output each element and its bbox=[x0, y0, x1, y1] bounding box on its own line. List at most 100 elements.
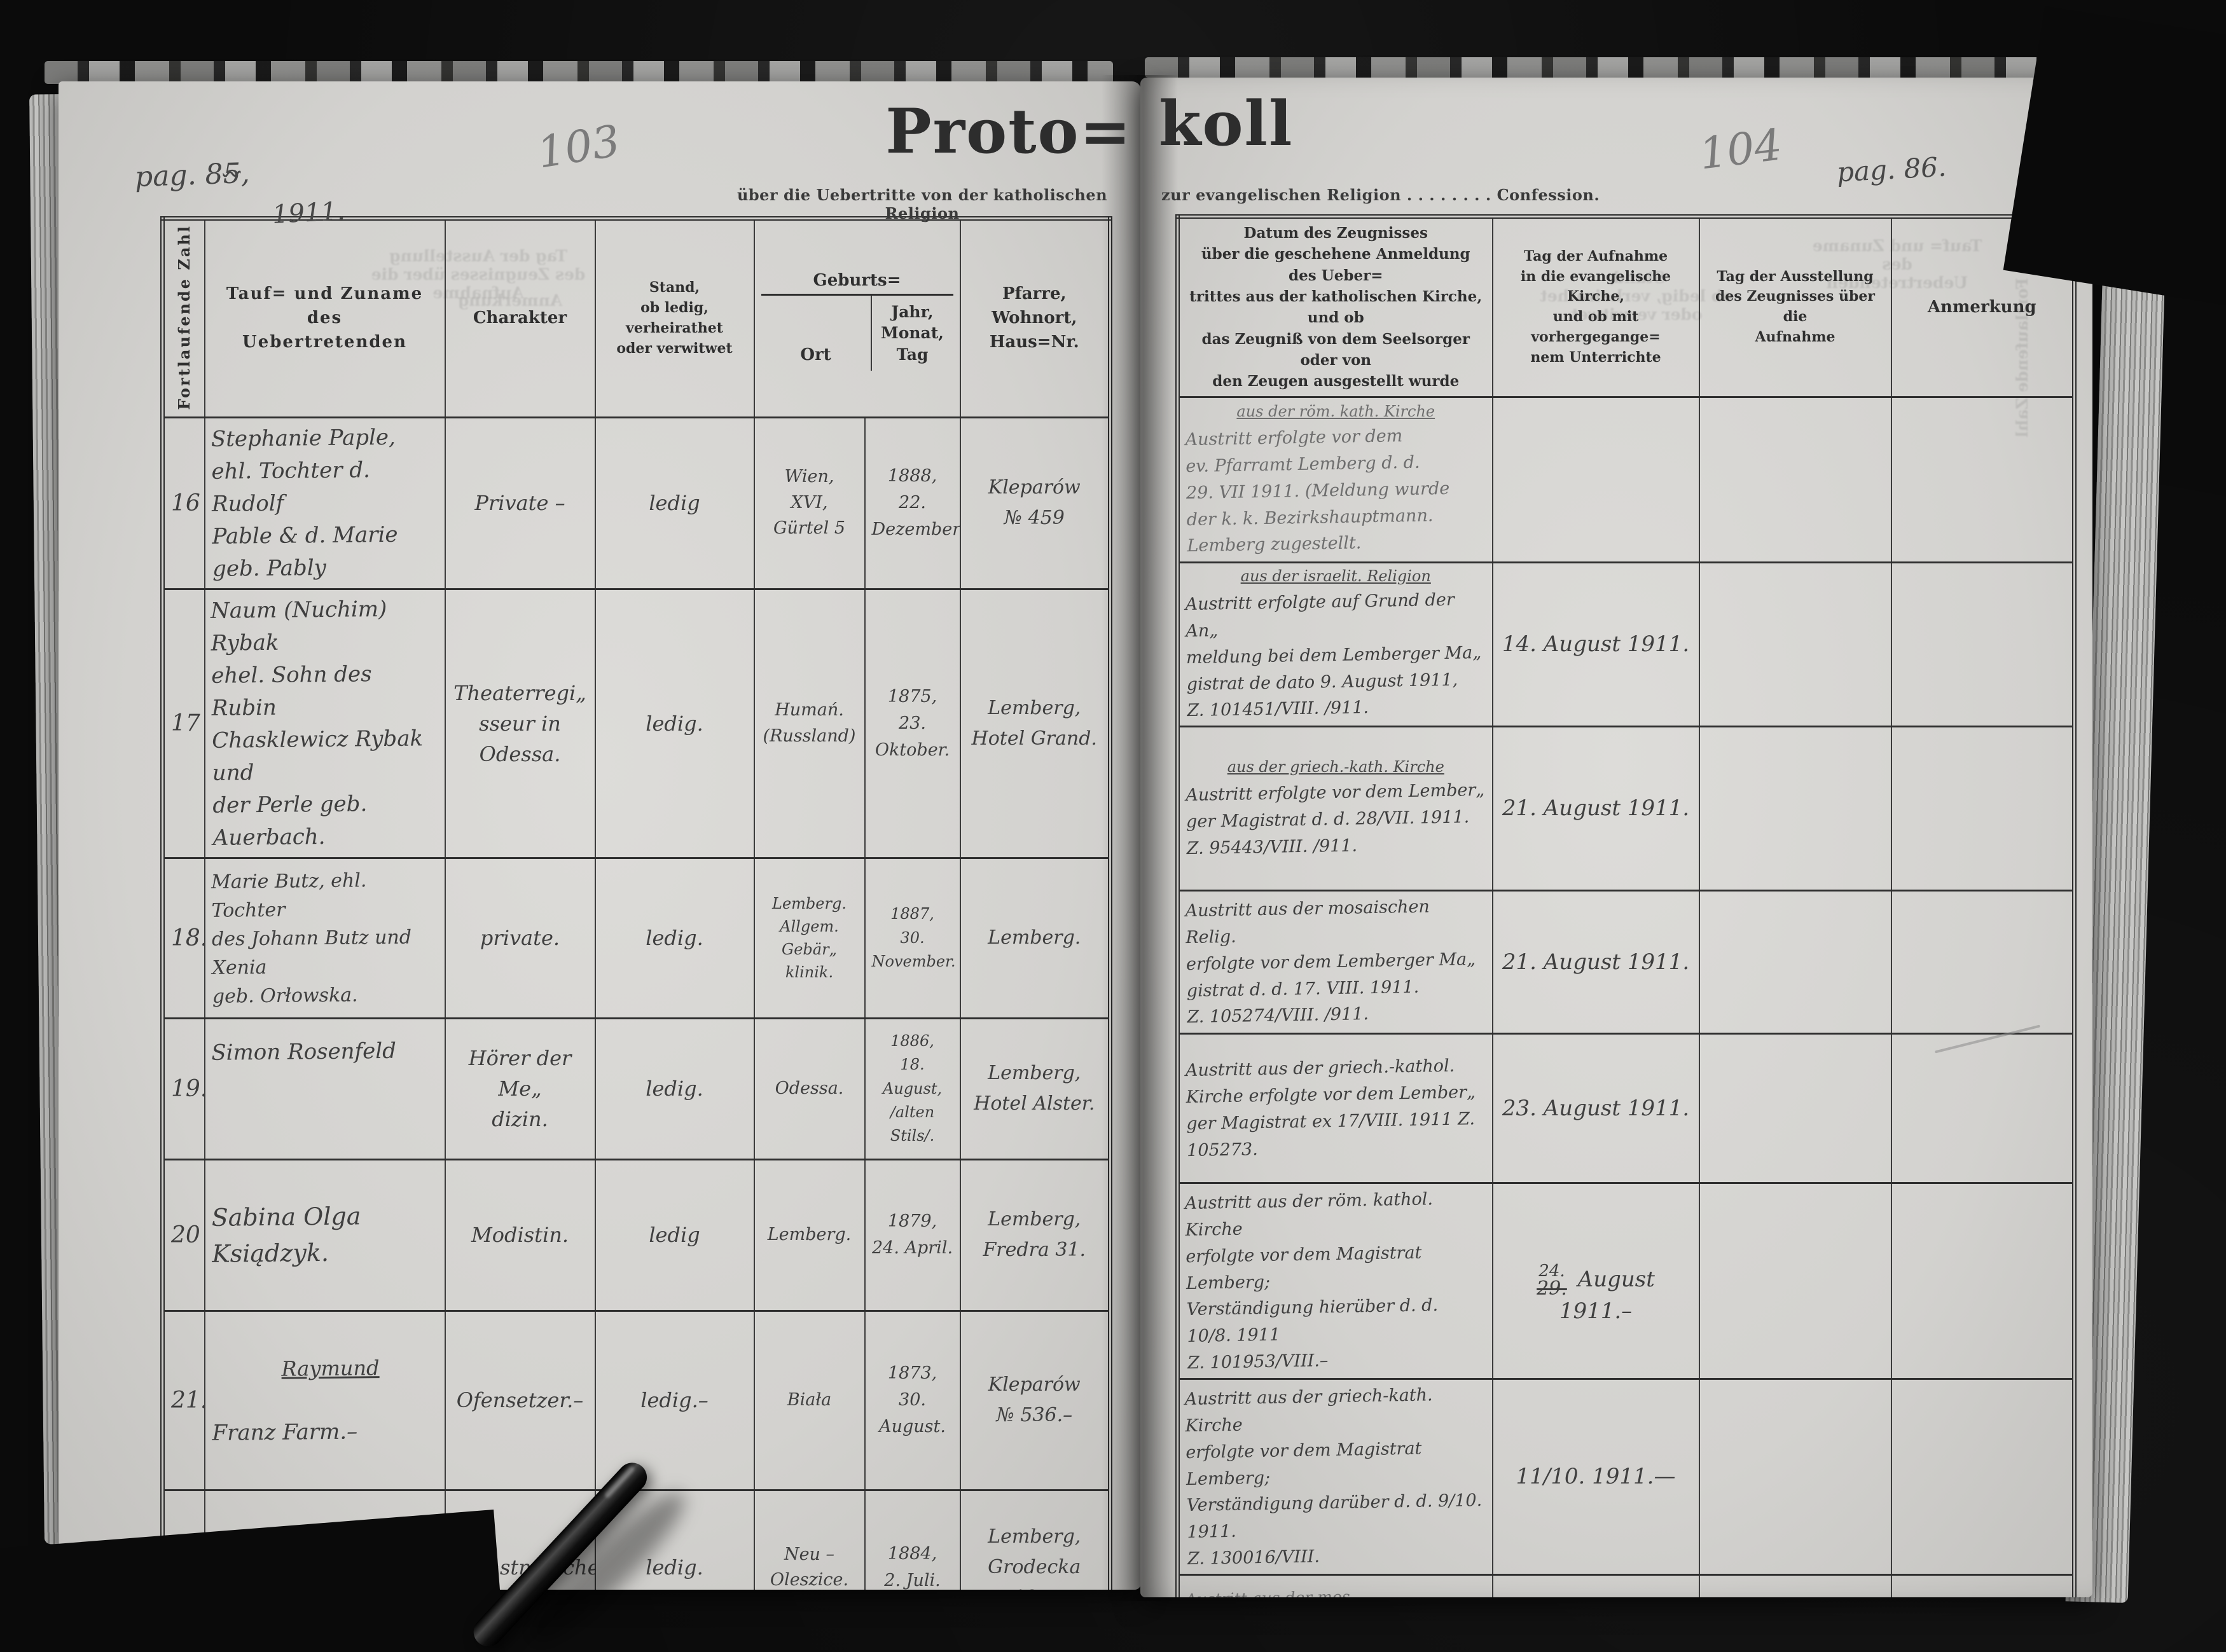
cell-anmerkung bbox=[1890, 1182, 2075, 1380]
cell-geburtsort: Odessa. bbox=[753, 1017, 866, 1160]
cell-name: Simon Rosenfeld bbox=[204, 1017, 446, 1161]
table-row-23-right: Austritt aus der mos. Religion erfolgte … bbox=[1177, 1574, 2075, 1597]
name-main-line: Franz Farm.– bbox=[211, 1419, 357, 1446]
inserted-name: Raymund bbox=[280, 1355, 380, 1381]
cell-zeugnis: aus der röm. kath. Kirche Austritt erfol… bbox=[1177, 396, 1493, 563]
cell-zeugnis: Austritt aus der röm. kathol. Kirche erf… bbox=[1177, 1182, 1493, 1380]
cell-stand: ledig. bbox=[594, 857, 755, 1019]
table-row-20: 20 Sabina Olga Ksiądzyk. Modistin. ledig… bbox=[162, 1158, 1111, 1312]
table-row-21: 21. Raymund Franz Farm.– Ofensetzer.– le… bbox=[162, 1309, 1111, 1492]
zeugnis-text: Austritt aus der mos. Religion erfolgte … bbox=[1185, 1587, 1355, 1597]
cell-ausstellung bbox=[1698, 890, 1892, 1035]
zeugnis-kirche-note: aus der griech.-kath. Kirche bbox=[1227, 757, 1444, 776]
cell-anmerkung bbox=[1890, 726, 2075, 891]
cell-pfarre: Kleparów № 459 bbox=[959, 416, 1111, 590]
cell-name: Naum (Nuchim) Rybak ehel. Sohn des Rubin… bbox=[203, 588, 446, 860]
col-header-charakter: Charakter bbox=[444, 217, 596, 418]
zeugnis-kirche-note: aus der röm. kath. Kirche bbox=[1236, 402, 1435, 420]
marbled-top-edge-right bbox=[1145, 57, 2086, 78]
cell-pfarre: Lemberg, Hotel Grand. bbox=[959, 588, 1111, 859]
table-row-17: 17 Naum (Nuchim) Rybak ehel. Sohn des Ru… bbox=[162, 588, 1111, 860]
year-annotation: 1911. bbox=[271, 196, 346, 230]
cell-geburtsort: Lemberg. bbox=[753, 1159, 866, 1312]
cell-aufnahme: 23. August 1911. bbox=[1491, 1033, 1700, 1184]
cell-geburtsdatum: 1884, 2. Juli. bbox=[864, 1489, 961, 1590]
cell-nr: 20 bbox=[162, 1159, 205, 1312]
cell-aufnahme: 24. 29. August 1911.– bbox=[1491, 1182, 1700, 1380]
cell-geburtsdatum: 1886, 18. August, /alten Stils/. bbox=[864, 1017, 961, 1160]
cell-ausstellung bbox=[1698, 1378, 1892, 1576]
table-row-21-right: Austritt aus der röm. kathol. Kirche erf… bbox=[1177, 1182, 2075, 1380]
col-header-name: Tauf= und Zuname des Uebertretenden bbox=[204, 217, 446, 418]
corrected-date: 24. 29. bbox=[1537, 1262, 1567, 1300]
col-header-stand: Stand, ob ledig, verheirathet oder verwi… bbox=[594, 217, 755, 418]
table-row-20-right: Austritt aus der griech.-kathol. Kirche … bbox=[1177, 1033, 2075, 1184]
cell-aufnahme: 11/10. 1911.— bbox=[1491, 1378, 1700, 1576]
page-title-right-part: koll bbox=[1159, 88, 1294, 160]
cell-geburtsdatum: 1879, 24. April. bbox=[864, 1159, 961, 1312]
table-row-19: 19. Simon Rosenfeld Hörer der Me„ dizin.… bbox=[162, 1017, 1111, 1161]
zeugnis-text: Austritt erfolgte vor dem ev. Pfarramt L… bbox=[1185, 425, 1450, 556]
pencil-page-number-104: 104 bbox=[1696, 120, 1785, 180]
page-annotation-pag-left: pag. 85, bbox=[134, 156, 251, 194]
cell-charakter: Private – bbox=[444, 416, 596, 590]
page-title-left-part: Proto= bbox=[885, 95, 1132, 167]
cell-charakter: Hörer der Me„ dizin. bbox=[444, 1017, 596, 1160]
cell-anmerkung bbox=[1890, 561, 2075, 727]
col-header-geburts: Geburts= Ort Jahr, Monat, Tag bbox=[753, 217, 961, 418]
table-row-16-right: aus der röm. kath. Kirche Austritt erfol… bbox=[1177, 396, 2075, 563]
left-register-table: Fortlaufende Zahl Tauf= und Zuname des U… bbox=[160, 216, 1113, 1590]
page-annotation-pag-right: pag. 86. bbox=[1835, 151, 1947, 188]
cell-stand: ledig.– bbox=[594, 1310, 755, 1491]
cell-pfarre: Lemberg, Fredra 31. bbox=[959, 1159, 1111, 1312]
cell-geburtsort: Neu – Oleszice. bbox=[753, 1489, 866, 1590]
cell-stand: ledig. bbox=[594, 588, 755, 859]
table-row-17-right: aus der israelit. Religion Austritt erfo… bbox=[1177, 561, 2075, 727]
cell-anmerkung bbox=[1890, 396, 2075, 563]
table-row-18-right: aus der griech.-kath. Kirche Austritt er… bbox=[1177, 726, 2075, 891]
cell-nr: 18. bbox=[162, 857, 205, 1019]
col-header-geburts-ort: Ort bbox=[761, 296, 872, 371]
cell-stand: ledig bbox=[594, 1159, 755, 1312]
cell-aufnahme bbox=[1491, 396, 1700, 563]
cell-geburtsort: Biała bbox=[753, 1310, 866, 1491]
col-header-tag-aufnahme: Tag der Aufnahme in die evangelische Kir… bbox=[1491, 216, 1700, 398]
col-header-pfarre: Pfarre, Wohnort, Haus=Nr. bbox=[959, 217, 1111, 418]
cell-geburtsdatum: 1875, 23. Oktober. bbox=[864, 588, 961, 859]
cell-ausstellung bbox=[1698, 1182, 1892, 1380]
cell-name: Sabina Olga Ksiądzyk. bbox=[204, 1158, 446, 1312]
cell-aufnahme: 21. August 1911. bbox=[1491, 726, 1700, 891]
zeugnis-text: Austritt erfolgte vor dem Lember„ ger Ma… bbox=[1186, 780, 1485, 858]
zeugnis-kirche-note: aus der israelit. Religion bbox=[1240, 567, 1431, 585]
cell-zeugnis: Austritt aus der mos. Religion erfolgte … bbox=[1177, 1574, 1493, 1597]
cell-ausstellung bbox=[1698, 1574, 1892, 1597]
cell-charakter: Ofensetzer.– bbox=[444, 1310, 596, 1491]
cell-pfarre: Kleparów № 536.– bbox=[959, 1310, 1111, 1491]
cell-pfarre: Lemberg. bbox=[959, 857, 1111, 1019]
marbled-top-edge-left bbox=[45, 61, 1113, 84]
cell-anmerkung bbox=[1890, 1378, 2075, 1576]
cell-name: Marie Butz, ehl. Tochter des Johann Butz… bbox=[204, 857, 446, 1020]
cell-stand: ledig bbox=[594, 416, 755, 590]
subtitle-left: über die Uebertritte von der katholische… bbox=[736, 186, 1108, 223]
cell-ausstellung bbox=[1698, 726, 1892, 891]
col-header-datum-zeugnis: Datum des Zeugnisses über die geschehene… bbox=[1177, 216, 1493, 398]
zeugnis-text: Austritt aus der griech.-kathol. Kirche … bbox=[1185, 1056, 1476, 1160]
cell-nr: 17 bbox=[162, 588, 205, 859]
cell-geburtsdatum: 1873, 30. August. bbox=[864, 1310, 961, 1491]
col-header-fortlaufende-zahl: Fortlaufende Zahl bbox=[162, 217, 205, 418]
cell-ausstellung bbox=[1698, 561, 1892, 727]
cell-aufnahme bbox=[1491, 1574, 1700, 1597]
zeugnis-text: Austritt aus der griech-kath. Kirche erf… bbox=[1184, 1385, 1483, 1569]
right-register-table: Datum des Zeugnisses über die geschehene… bbox=[1175, 214, 2077, 1597]
cell-zeugnis: aus der israelit. Religion Austritt erfo… bbox=[1177, 561, 1493, 727]
cell-name: Raymund Franz Farm.– bbox=[204, 1309, 446, 1492]
cell-geburtsort: Humań. (Russland) bbox=[753, 588, 866, 859]
book-gutter-shadow bbox=[1102, 75, 1178, 1601]
book-cover-corner bbox=[2003, 6, 2226, 312]
cell-geburtsort: Lemberg. Allgem. Gebär„ klinik. bbox=[753, 857, 866, 1019]
cell-pfarre: Lemberg, Hotel Alster. bbox=[959, 1017, 1111, 1160]
scribbled-digit: 5 bbox=[222, 157, 242, 191]
right-page: Tauf= und Zuname des Uebertretenden Fort… bbox=[1140, 78, 2092, 1597]
